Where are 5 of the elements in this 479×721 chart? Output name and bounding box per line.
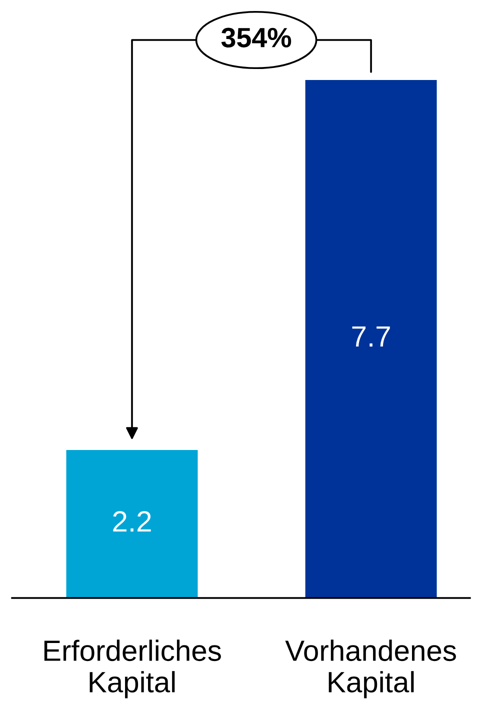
text: 354% [221, 28, 292, 48]
x-tick-label: Erforderliches Kapital [44, 640, 221, 698]
data-label: 2.2 [113, 511, 151, 532]
x-tick-label: Vorhandenes Kapital [285, 640, 456, 698]
data-label: 7.7 [352, 326, 390, 347]
